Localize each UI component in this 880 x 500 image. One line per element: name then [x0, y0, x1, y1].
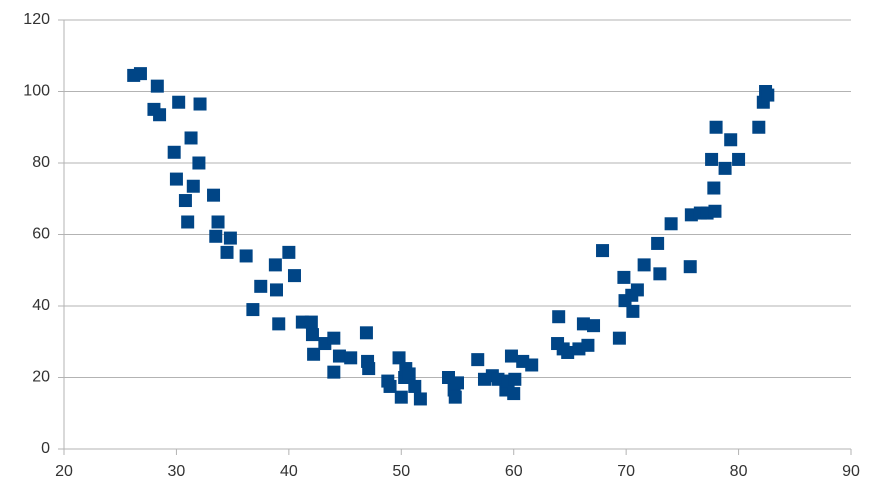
scatter-point — [186, 179, 200, 193]
scatter-point — [304, 315, 318, 329]
scatter-point — [172, 95, 186, 109]
scatter-point — [491, 372, 505, 386]
scatter-point — [133, 67, 147, 81]
scatter-point — [193, 97, 207, 111]
scatter-point — [718, 161, 732, 175]
scatter-point — [239, 249, 253, 263]
scatter-point — [504, 349, 518, 363]
x-tick-label: 70 — [617, 463, 635, 480]
scatter-point — [394, 390, 408, 404]
y-tick-label: 100 — [23, 83, 50, 100]
scatter-point — [732, 152, 746, 166]
y-tick-label: 0 — [41, 440, 50, 457]
scatter-point — [508, 372, 522, 386]
scatter-point — [211, 215, 225, 229]
scatter-point — [359, 326, 373, 340]
scatter-point — [209, 229, 223, 243]
scatter-point — [617, 270, 631, 284]
scatter-point — [576, 317, 590, 331]
y-tick-label: 120 — [23, 11, 50, 28]
scatter-point — [169, 172, 183, 186]
y-tick-label: 80 — [32, 154, 50, 171]
x-tick-label: 30 — [168, 463, 186, 480]
x-tick-label: 40 — [280, 463, 298, 480]
scatter-point — [402, 367, 416, 381]
scatter-point — [307, 347, 321, 361]
scatter-point — [525, 358, 539, 372]
scatter-point — [327, 331, 341, 345]
scatter-point — [413, 392, 427, 406]
scatter-point — [269, 283, 283, 297]
scatter-point — [612, 331, 626, 345]
scatter-point — [305, 328, 319, 342]
x-tick-label: 80 — [730, 463, 748, 480]
scatter-point — [507, 387, 521, 401]
scatter-point — [448, 390, 462, 404]
scatter-point — [383, 379, 397, 393]
scatter-point — [664, 217, 678, 231]
scatter-point — [178, 194, 192, 208]
scatter-point — [653, 267, 667, 281]
scatter-point — [471, 353, 485, 367]
scatter-point — [268, 258, 282, 272]
scatter-point — [408, 379, 422, 393]
scatter-point — [752, 120, 766, 134]
scatter-point — [581, 338, 595, 352]
scatter-point — [626, 304, 640, 318]
scatter-point — [683, 260, 697, 274]
x-tick-label: 50 — [392, 463, 410, 480]
x-tick-label: 20 — [55, 463, 73, 480]
scatter-point — [181, 215, 195, 229]
scatter-point — [761, 88, 775, 102]
scatter-point — [630, 283, 644, 297]
scatter-point — [282, 245, 296, 259]
scatter-point — [220, 245, 234, 259]
x-tick-label: 90 — [842, 463, 860, 480]
scatter-point — [651, 236, 665, 250]
scatter-point — [596, 244, 610, 258]
scatter-point — [287, 269, 301, 283]
scatter-point — [246, 303, 260, 317]
scatter-point — [167, 145, 181, 159]
y-tick-label: 40 — [32, 297, 50, 314]
y-tick-label: 60 — [32, 226, 50, 243]
scatter-point — [272, 317, 286, 331]
scatter-point — [707, 181, 721, 195]
scatter-point — [254, 279, 268, 293]
scatter-point — [150, 79, 164, 93]
scatter-point — [192, 156, 206, 170]
scatter-point — [184, 131, 198, 145]
scatter-point — [344, 351, 358, 365]
scatter-point — [561, 345, 575, 359]
scatter-point — [392, 351, 406, 365]
scatter-point — [362, 362, 376, 376]
scatter-point — [708, 204, 722, 218]
scatter-point — [552, 310, 566, 324]
scatter-point — [724, 133, 738, 147]
scatter-point — [207, 188, 221, 202]
scatter-point — [327, 365, 341, 379]
y-tick-label: 20 — [32, 369, 50, 386]
scatter-point — [587, 319, 601, 333]
scatter-point — [332, 349, 346, 363]
scatter-point — [451, 376, 464, 390]
scatter-point — [709, 120, 723, 134]
scatter-point — [705, 152, 719, 166]
scatter-point — [223, 231, 237, 245]
scatter-point — [153, 108, 167, 122]
x-tick-label: 60 — [505, 463, 523, 480]
scatter-point — [637, 258, 651, 272]
